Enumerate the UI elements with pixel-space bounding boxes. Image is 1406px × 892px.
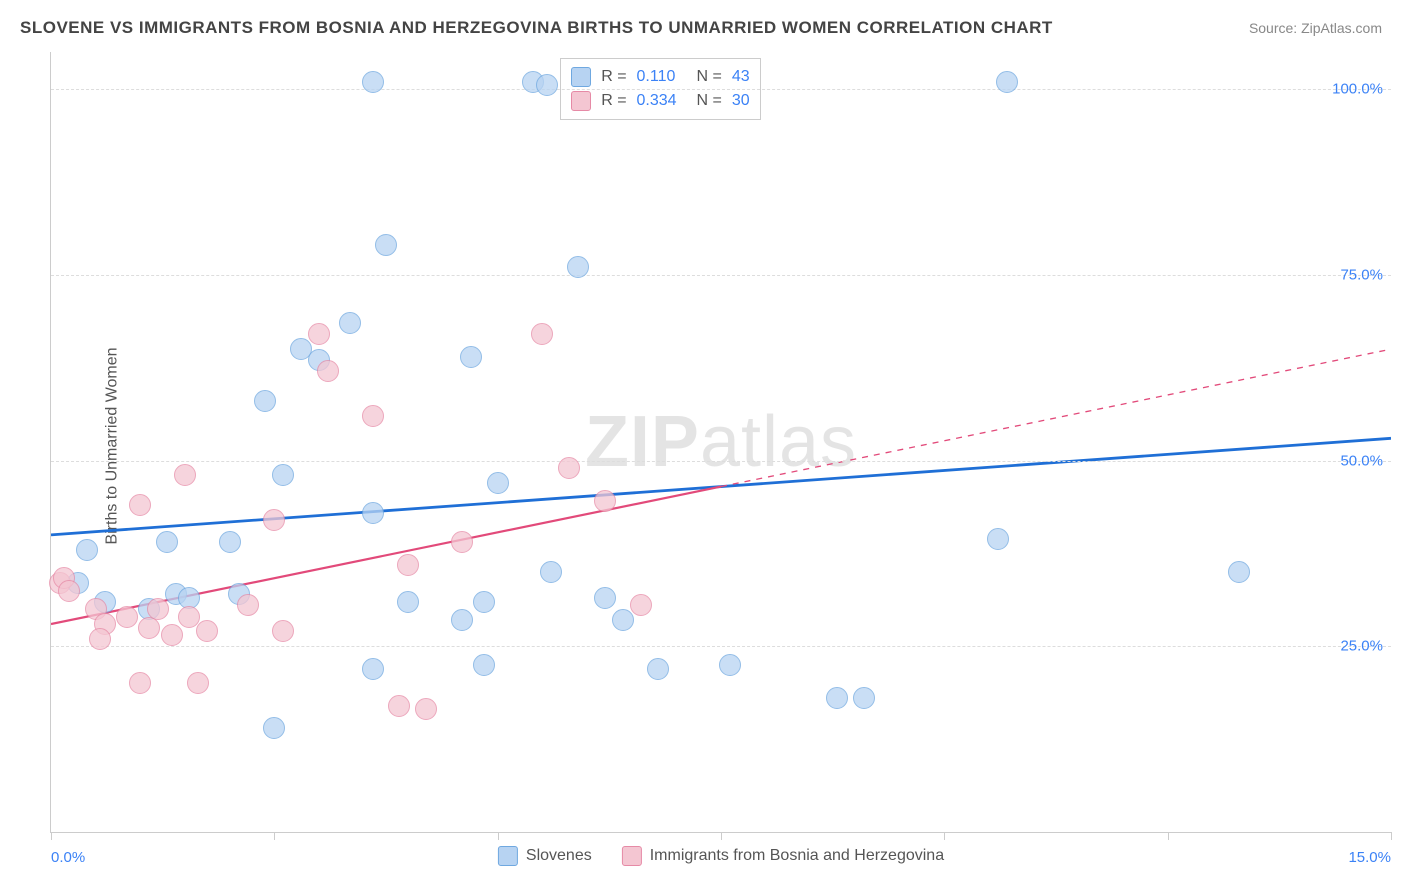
data-point [567,256,589,278]
data-point [375,234,397,256]
data-point [196,620,218,642]
legend-swatch-icon [498,846,518,866]
x-axis-label: 15.0% [1348,849,1391,866]
data-point [451,531,473,553]
data-point [89,628,111,650]
data-point [129,494,151,516]
data-point [237,594,259,616]
data-point [272,464,294,486]
legend-series: Slovenes Immigrants from Bosnia and Herze… [498,846,944,866]
data-point [612,609,634,631]
data-point [147,598,169,620]
data-point [719,654,741,676]
data-point [339,312,361,334]
data-point [219,531,241,553]
data-point [263,717,285,739]
legend-swatch-icon [622,846,642,866]
legend-n-label: N = [697,65,722,89]
data-point [996,71,1018,93]
gridline [51,646,1391,647]
legend-n-label: N = [697,89,722,113]
data-point [254,390,276,412]
plot-area: ZIPatlas R =0.110N =43R =0.334N =30 Slov… [50,52,1391,833]
data-point [317,360,339,382]
data-point [76,539,98,561]
data-point [460,346,482,368]
legend-stats-row: R = 0.334 N = 30 [571,89,749,113]
legend-n-value: 43 [732,65,750,89]
data-point [161,624,183,646]
y-tick-label: 25.0% [1340,638,1383,655]
x-tick [1391,832,1392,840]
legend-series-item: Slovenes [498,846,592,866]
data-point [263,509,285,531]
data-point [647,658,669,680]
trend-lines [51,52,1391,832]
data-point [853,687,875,709]
data-point [415,698,437,720]
data-point [156,531,178,553]
data-point [362,405,384,427]
x-tick [274,832,275,840]
data-point [630,594,652,616]
x-tick [944,832,945,840]
watermark: ZIPatlas [585,401,857,483]
data-point [826,687,848,709]
data-point [531,323,553,345]
y-tick-label: 75.0% [1340,266,1383,283]
y-tick-label: 100.0% [1332,81,1383,98]
x-tick [1168,832,1169,840]
data-point [451,609,473,631]
y-tick-label: 50.0% [1340,452,1383,469]
x-axis-label: 0.0% [51,849,85,866]
legend-swatch-icon [571,67,591,87]
data-point [594,490,616,512]
data-point [540,561,562,583]
data-point [187,672,209,694]
data-point [58,580,80,602]
data-point [174,464,196,486]
data-point [362,71,384,93]
data-point [129,672,151,694]
x-tick [498,832,499,840]
x-tick [721,832,722,840]
chart-container: SLOVENE VS IMMIGRANTS FROM BOSNIA AND HE… [0,0,1406,892]
data-point [178,606,200,628]
data-point [536,74,558,96]
data-point [1228,561,1250,583]
data-point [308,323,330,345]
legend-stats-row: R = 0.110 N = 43 [571,65,749,89]
data-point [397,591,419,613]
legend-series-item: Immigrants from Bosnia and Herzegovina [622,846,944,866]
data-point [487,472,509,494]
data-point [473,591,495,613]
chart-title: SLOVENE VS IMMIGRANTS FROM BOSNIA AND HE… [20,18,1053,38]
data-point [558,457,580,479]
legend-r-value: 0.110 [637,65,687,89]
legend-r-label: R = [601,89,626,113]
legend-series-label: Slovenes [526,847,592,865]
legend-r-value: 0.334 [637,89,687,113]
legend-swatch-icon [571,91,591,111]
gridline [51,275,1391,276]
legend-r-label: R = [601,65,626,89]
data-point [362,658,384,680]
legend-series-label: Immigrants from Bosnia and Herzegovina [650,847,944,865]
source-label: Source: ZipAtlas.com [1249,20,1382,36]
data-point [594,587,616,609]
data-point [473,654,495,676]
data-point [362,502,384,524]
gridline [51,461,1391,462]
x-tick [51,832,52,840]
gridline [51,89,1391,90]
data-point [388,695,410,717]
data-point [272,620,294,642]
legend-n-value: 30 [732,89,750,113]
data-point [397,554,419,576]
data-point [116,606,138,628]
data-point [987,528,1009,550]
